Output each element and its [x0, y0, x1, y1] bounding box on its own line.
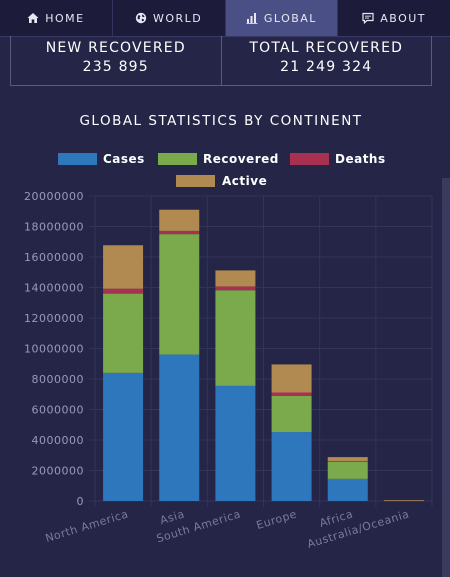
- y-tick-label: 10000000: [24, 343, 84, 356]
- bar-asia-deaths[interactable]: [159, 230, 200, 235]
- bar-north-america-recovered[interactable]: [103, 293, 144, 373]
- total-recovered-label: TOTAL RECOVERED: [249, 40, 404, 56]
- bar-europe-cases[interactable]: [271, 432, 312, 501]
- new-recovered-value: 235 895: [82, 59, 149, 75]
- y-tick-label: 0: [77, 495, 85, 508]
- bar-south-america-cases[interactable]: [215, 385, 256, 501]
- bar-africa-deaths[interactable]: [327, 461, 368, 462]
- legend-label-deaths[interactable]: Deaths: [335, 152, 386, 166]
- bar-europe-deaths[interactable]: [271, 392, 312, 396]
- nav-global[interactable]: GLOBAL: [225, 0, 339, 36]
- bar-south-america-deaths[interactable]: [215, 286, 256, 291]
- y-tick-label: 18000000: [24, 221, 84, 234]
- y-tick-label: 16000000: [24, 251, 84, 264]
- bar-north-america-deaths[interactable]: [103, 288, 144, 294]
- legend-swatch-deaths[interactable]: [290, 153, 329, 165]
- bar-africa-cases[interactable]: [327, 478, 368, 501]
- bar-asia-active[interactable]: [159, 209, 200, 231]
- nav-global-label: GLOBAL: [263, 11, 317, 25]
- x-tick-label: North America: [44, 507, 130, 545]
- legend-swatch-cases[interactable]: [58, 153, 97, 165]
- nav-about[interactable]: ABOUT: [338, 0, 450, 36]
- bar-north-america-cases[interactable]: [103, 372, 144, 501]
- y-tick-label: 6000000: [32, 404, 85, 417]
- recovered-stats-panel: NEW RECOVERED 235 895 TOTAL RECOVERED 21…: [10, 36, 432, 86]
- legend-swatch-active[interactable]: [176, 175, 215, 187]
- scrollbar[interactable]: [442, 178, 450, 577]
- legend-label-cases[interactable]: Cases: [103, 152, 145, 166]
- nav-home-label: HOME: [45, 11, 85, 25]
- legend-swatch-recovered[interactable]: [158, 153, 197, 165]
- y-tick-label: 12000000: [24, 312, 84, 325]
- new-recovered-label: NEW RECOVERED: [45, 40, 186, 56]
- y-tick-label: 4000000: [32, 434, 85, 447]
- bar-chart-icon: [246, 12, 258, 24]
- continent-stacked-bar-chart: Cases Recovered Deaths Active 0 2000000 400000…: [24, 152, 433, 551]
- bar-africa-active[interactable]: [327, 457, 368, 462]
- bar-europe-active[interactable]: [271, 364, 312, 393]
- bar-asia-recovered[interactable]: [159, 234, 200, 355]
- y-tick-label: 14000000: [24, 282, 84, 295]
- y-tick-label: 20000000: [24, 190, 84, 203]
- comment-icon: [362, 12, 374, 24]
- nav-world[interactable]: WORLD: [113, 0, 226, 36]
- x-tick-label: Europe: [255, 507, 299, 532]
- bar-australia-oceania-active[interactable]: [383, 500, 424, 501]
- nav-home[interactable]: HOME: [0, 0, 113, 36]
- bar-africa-recovered[interactable]: [327, 461, 368, 479]
- bar-south-america-recovered[interactable]: [215, 290, 256, 386]
- globe-icon: [135, 12, 147, 24]
- nav-about-label: ABOUT: [380, 11, 427, 25]
- bar-south-america-active[interactable]: [215, 270, 256, 287]
- home-icon: [27, 12, 39, 24]
- bar-north-america-active[interactable]: [103, 245, 144, 289]
- y-tick-label: 2000000: [32, 465, 85, 478]
- new-recovered-card: NEW RECOVERED 235 895: [11, 36, 221, 85]
- legend-label-recovered[interactable]: Recovered: [203, 152, 279, 166]
- bar-australia-oceania-cases[interactable]: [383, 500, 424, 502]
- chart-title: GLOBAL STATISTICS BY CONTINENT: [79, 113, 363, 129]
- top-nav: HOME WORLD GLOBAL ABOUT: [0, 0, 450, 37]
- y-tick-label: 8000000: [32, 373, 85, 386]
- legend-label-active[interactable]: Active: [222, 174, 267, 188]
- total-recovered-card: TOTAL RECOVERED 21 249 324: [220, 36, 432, 85]
- total-recovered-value: 21 249 324: [280, 59, 373, 75]
- bar-asia-cases[interactable]: [159, 354, 200, 501]
- nav-world-label: WORLD: [152, 11, 203, 25]
- bar-europe-recovered[interactable]: [271, 395, 312, 433]
